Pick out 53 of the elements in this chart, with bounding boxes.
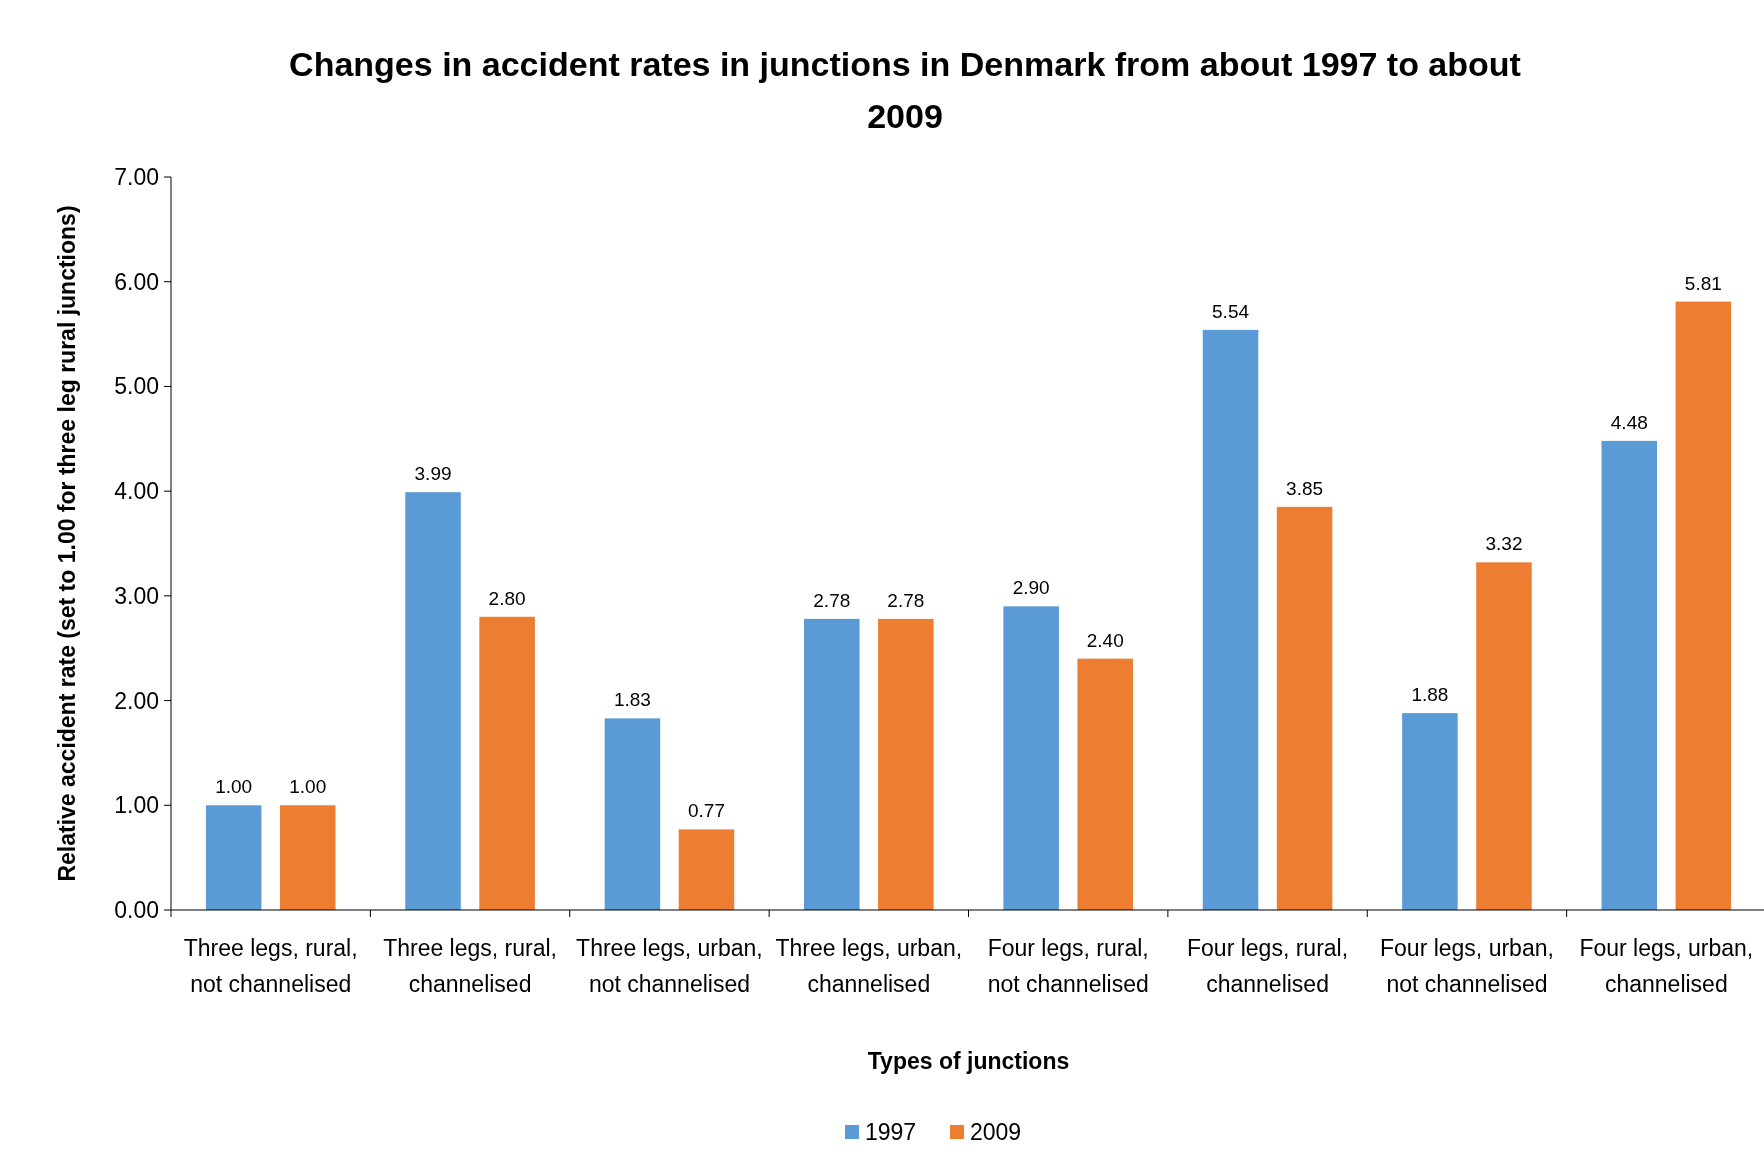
data-label: 2.80 (488, 587, 526, 609)
data-label: 1.83 (613, 689, 651, 711)
data-label: 2.90 (1012, 577, 1050, 599)
x-tick-label: Three legs, rural, not channelised (183, 935, 358, 997)
data-label: 3.85 (1286, 477, 1324, 499)
legend-label: 1997 (865, 1119, 917, 1146)
data-label: 3.99 (414, 463, 452, 485)
x-tick-label: Four legs, rural, not channelised (987, 935, 1149, 997)
x-tick-label: Three legs, urban, channelised (775, 935, 963, 997)
data-label: 2.78 (887, 589, 925, 611)
y-tick-label: 7.00 (114, 164, 159, 191)
y-tick-label: 2.00 (114, 687, 159, 714)
bar (205, 805, 262, 910)
bar (1601, 440, 1658, 910)
bar (804, 618, 860, 910)
x-tick-label: Four legs, rural, channelised (1187, 935, 1349, 997)
y-tick-label: 0.00 (114, 897, 159, 924)
data-label: 5.54 (1212, 300, 1250, 322)
bar (1476, 562, 1532, 910)
legend-label: 2009 (970, 1119, 1022, 1146)
x-tick-label: Three legs, rural, channelised (383, 935, 557, 997)
bar (1276, 506, 1333, 910)
x-tick-label: Three legs, urban, not channelised (576, 935, 763, 997)
bar (1675, 301, 1732, 910)
data-label: 4.48 (1610, 411, 1648, 433)
bar (678, 829, 735, 910)
y-tick-label: 4.00 (114, 478, 159, 505)
bar (479, 616, 535, 910)
data-label: 5.81 (1684, 272, 1722, 294)
bar (1202, 329, 1259, 910)
x-axis-title: Types of junctions (867, 1048, 1070, 1074)
bar (604, 718, 661, 910)
bar (1402, 713, 1458, 910)
data-label: 2.40 (1086, 629, 1124, 651)
data-label: 2.78 (813, 589, 851, 611)
y-tick-label: 1.00 (114, 792, 159, 819)
data-label: 1.00 (289, 776, 327, 798)
y-axis-title: Relative accident rate (set to 1.00 for three leg rural junctions) (54, 205, 80, 882)
data-label: 1.00 (215, 776, 253, 798)
y-tick-label: 5.00 (114, 373, 159, 400)
y-tick-label: 6.00 (114, 268, 159, 295)
data-label: 3.32 (1485, 533, 1523, 555)
bar (878, 618, 934, 910)
data-label: 1.88 (1411, 684, 1449, 706)
data-label: 0.77 (687, 800, 725, 822)
chart-title: Changes in accident rates in junctions in Denmark from about 1997 to about 2009 (289, 45, 1521, 135)
x-tick-label: Four legs, urban, not channelised (1380, 935, 1554, 997)
bar (1003, 606, 1059, 910)
y-tick-label: 3.00 (114, 582, 159, 609)
x-tick-label: Four legs, urban, channelised (1579, 935, 1754, 997)
bar (405, 492, 461, 910)
bar (1077, 658, 1133, 910)
bar (279, 805, 336, 910)
